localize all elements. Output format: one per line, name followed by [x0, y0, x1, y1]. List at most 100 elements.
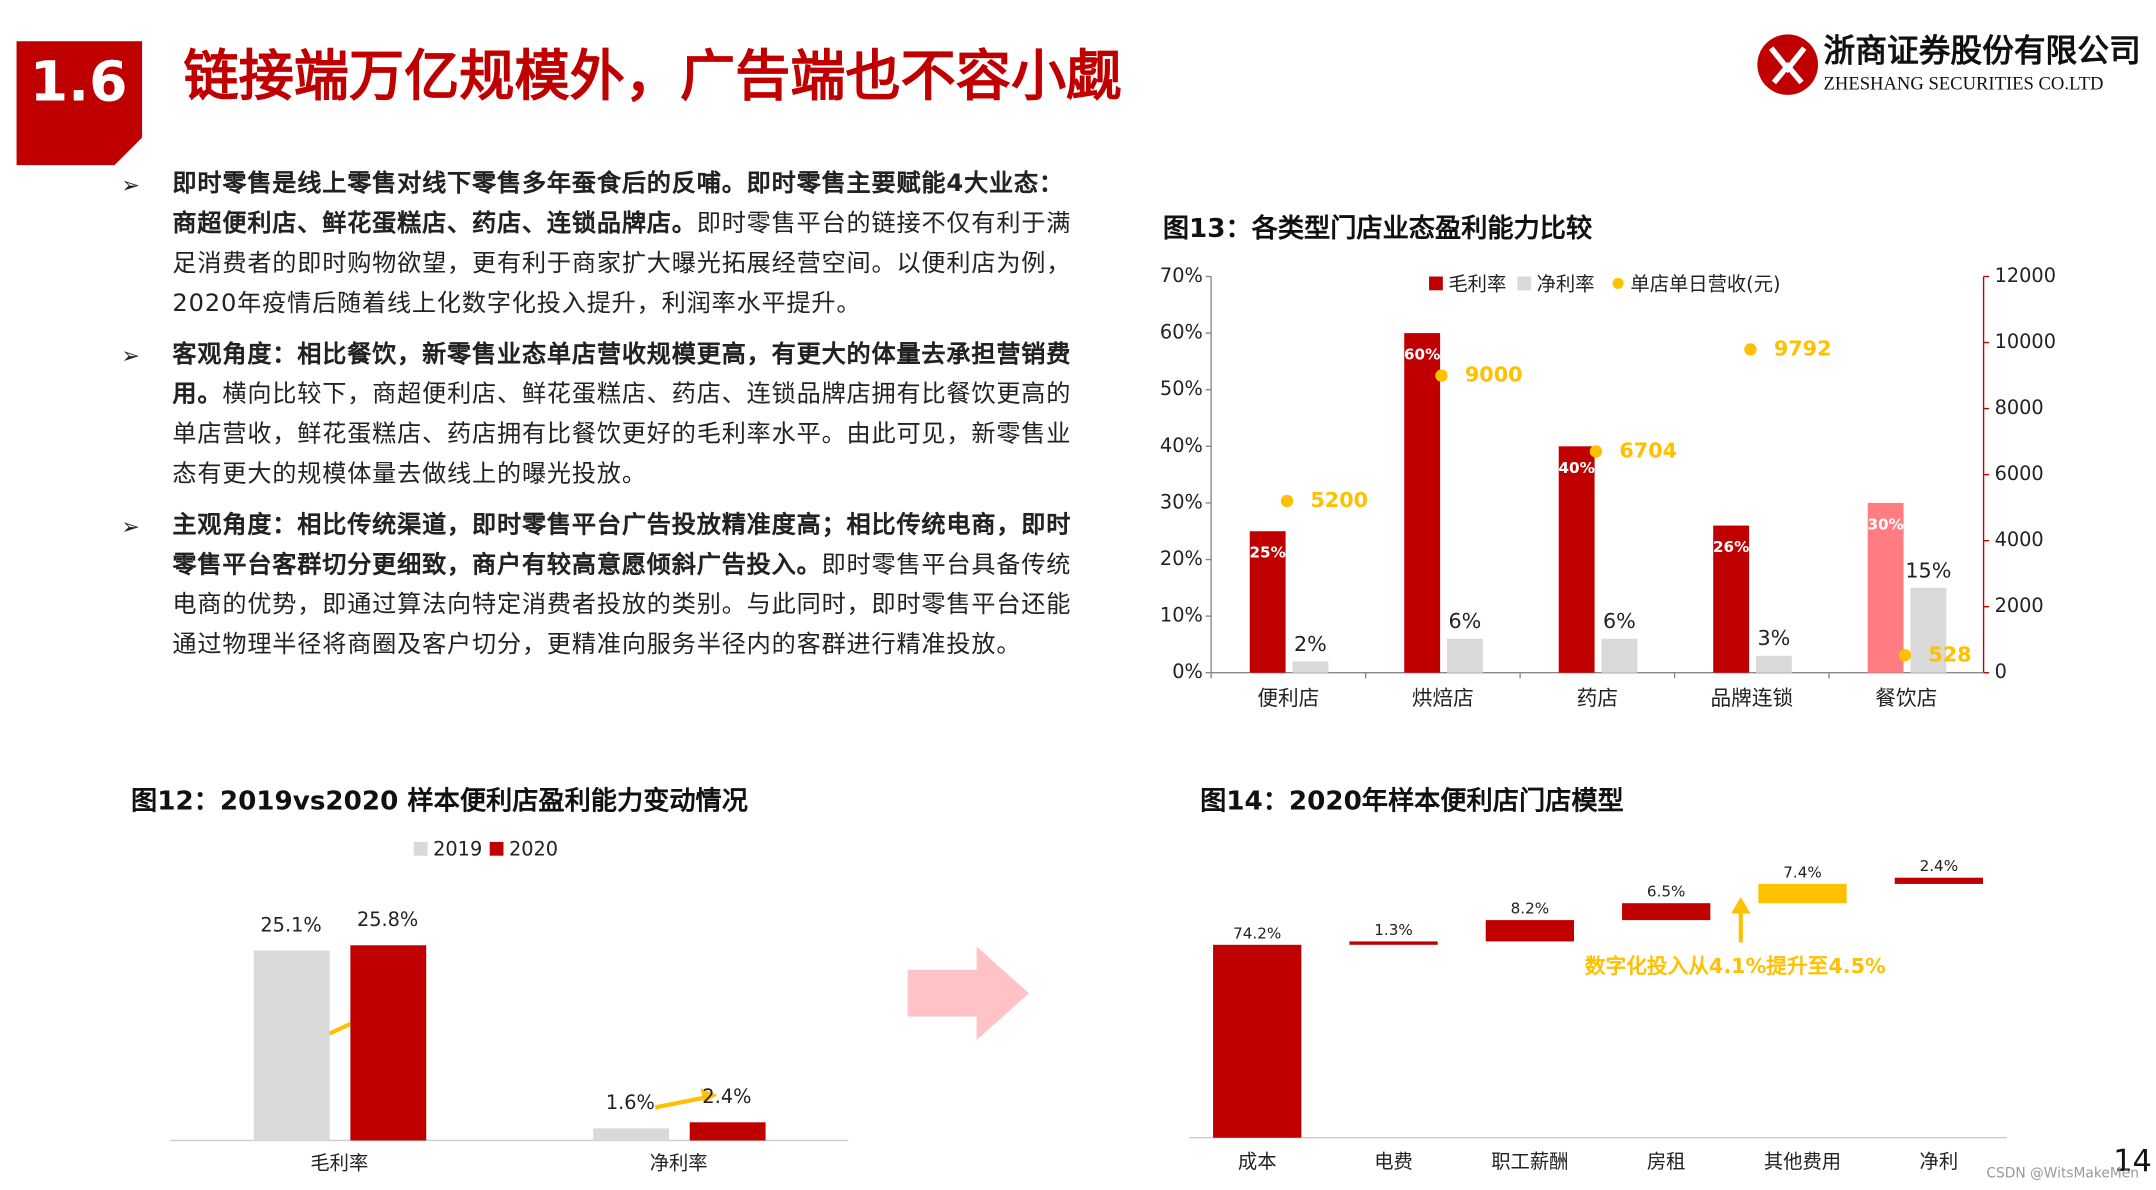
- data-label: 25%: [1250, 544, 1286, 562]
- x-tick-label: 电费: [1374, 1150, 1413, 1173]
- bar: [1755, 655, 1792, 673]
- bar: [1601, 638, 1638, 673]
- legend-marker: [489, 841, 504, 856]
- y2-tick-label: 10000: [1995, 330, 2056, 353]
- x-tick-label: 其他费用: [1764, 1150, 1841, 1173]
- bullet-bold: 即时零售是线上零售对线下零售多年蚕食后的反哺。即时零售主要赋能4大业态：商超便利…: [172, 170, 1064, 238]
- data-label: 2.4%: [1920, 857, 1959, 875]
- data-label: 6%: [1603, 609, 1636, 633]
- legend-label: 毛利率: [1448, 272, 1506, 295]
- bar: [689, 1122, 766, 1141]
- data-label: 2.4%: [702, 1085, 751, 1108]
- bullet-area: 即时零售是线上零售对线下零售多年蚕食后的反哺。即时零售主要赋能4大业态：商超便利…: [121, 165, 1087, 757]
- waterfall-bar: [1894, 877, 1984, 884]
- y-tick-label: 10%: [1160, 604, 1203, 627]
- section-number: 1.6: [30, 49, 128, 113]
- y2-tick-label: 0: [1995, 660, 2007, 683]
- bullet-bold: 主观角度：相比传统渠道，即时零售平台广告投放精准度高；相比传统电商，即时零售平台…: [172, 511, 1072, 580]
- x-tick-label: 房租: [1647, 1150, 1686, 1173]
- data-label: 528: [1928, 642, 1971, 666]
- trend-arrow: [654, 1094, 711, 1110]
- y2-tick-label: 2000: [1995, 594, 2044, 617]
- revenue-dot: [1280, 494, 1294, 508]
- x-tick-label: 便利店: [1257, 686, 1319, 710]
- data-label: 1.3%: [1374, 921, 1413, 939]
- bar: [1404, 333, 1441, 673]
- y-tick-label: 50%: [1160, 377, 1203, 400]
- data-label: 1.6%: [606, 1091, 655, 1114]
- chart-title: 图12：2019vs2020 样本便利店盈利能力变动情况: [131, 786, 748, 817]
- x-tick-label: 净利: [1920, 1150, 1959, 1173]
- y-tick-label: 0%: [1172, 660, 1203, 683]
- legend-label: 净利率: [1537, 272, 1595, 295]
- data-label: 60%: [1404, 346, 1440, 364]
- y2-tick-label: 12000: [1995, 264, 2056, 287]
- section-badge: [16, 41, 143, 166]
- legend-label: 单店单日营收(元): [1630, 272, 1780, 295]
- waterfall-bar: [1758, 883, 1847, 904]
- data-label: 5200: [1310, 488, 1368, 512]
- data-label: 40%: [1559, 459, 1595, 477]
- data-label: 26%: [1713, 538, 1749, 556]
- revenue-dot: [1589, 445, 1603, 458]
- company-name-en: ZHESHANG SECURITIES CO.LTD: [1824, 74, 2104, 95]
- logo-mark: [1768, 46, 1807, 85]
- watermark: CSDN @WitsMakeMen: [1986, 1166, 2139, 1182]
- revenue-dot: [1744, 343, 1757, 356]
- up-arrow-head: [1731, 896, 1751, 914]
- x-tick-label: 职工薪酬: [1491, 1150, 1568, 1173]
- data-label: 74.2%: [1233, 924, 1281, 942]
- x-tick-label: 药店: [1577, 686, 1618, 710]
- legend-marker: [1612, 277, 1624, 289]
- x-tick-label: 品牌连锁: [1710, 686, 1793, 710]
- bar: [1867, 502, 1904, 673]
- bullet-text: 即时零售平台的链接不仅有利于满足消费者的即时购物欲望，更有利于商家扩大曝光拓展经…: [172, 210, 1072, 318]
- bullet-bold: 客观角度：相比餐饮，新零售业态单店营收规模更高，有更大的体量去承担营销费用。: [172, 341, 1072, 409]
- x-tick-label: 餐饮店: [1875, 686, 1937, 710]
- y-tick-label: 70%: [1160, 264, 1203, 287]
- x-tick-label: 成本: [1238, 1150, 1277, 1173]
- waterfall-bar: [1622, 903, 1711, 921]
- x-tick-label: 毛利率: [310, 1151, 368, 1174]
- y2-tick-label: 4000: [1995, 528, 2044, 551]
- bar: [1558, 446, 1595, 673]
- bar: [1713, 525, 1750, 673]
- transition-arrow: [907, 946, 1030, 1041]
- trend-arrow-head: [700, 1088, 718, 1104]
- slide-title: 链接端万亿规模外，广告端也不容小觑: [183, 44, 1121, 108]
- data-label: 6%: [1449, 609, 1482, 633]
- revenue-dot: [1435, 369, 1448, 382]
- bullet: 主观角度：相比传统渠道，即时零售平台广告投放精准度高；相比传统电商，即时零售平台…: [121, 506, 1087, 666]
- bullet: 客观角度：相比餐饮，新零售业态单店营收规模更高，有更大的体量去承担营销费用。横向…: [121, 336, 1087, 496]
- data-label: 9000: [1465, 363, 1523, 387]
- data-label: 8.2%: [1511, 900, 1550, 918]
- bullet-list: 即时零售是线上零售对线下零售多年蚕食后的反哺。即时零售主要赋能4大业态：商超便利…: [121, 165, 1087, 666]
- company-name: 浙商证券股份有限公司: [1824, 33, 2141, 69]
- bar: [593, 1128, 670, 1141]
- y2-tick-label: 8000: [1995, 396, 2044, 419]
- data-label: 25.1%: [260, 913, 321, 936]
- revenue-dot: [1898, 649, 1912, 662]
- chart-title: 图13：各类型门店业态盈利能力比较: [1163, 213, 1593, 244]
- data-label: 7.4%: [1783, 863, 1822, 881]
- data-label: 30%: [1867, 515, 1903, 533]
- legend-marker: [413, 841, 428, 856]
- bar: [1292, 661, 1329, 673]
- y-tick-label: 20%: [1160, 547, 1203, 570]
- data-label: 3%: [1757, 626, 1790, 650]
- data-label: 6704: [1619, 438, 1677, 462]
- waterfall-bar: [1485, 920, 1575, 942]
- bar: [253, 950, 330, 1141]
- legend-label: 2019: [433, 838, 482, 861]
- bar: [350, 945, 427, 1141]
- x-tick-label: 烘焙店: [1412, 686, 1474, 710]
- bar: [1910, 587, 1947, 673]
- page-number: 14: [2113, 1144, 2152, 1179]
- waterfall-bar: [1349, 941, 1438, 945]
- data-label: 9792: [1774, 336, 1832, 360]
- data-label: 2%: [1294, 632, 1327, 656]
- data-label: 6.5%: [1647, 883, 1686, 901]
- x-tick-label: 净利率: [650, 1151, 708, 1174]
- y-tick-label: 30%: [1160, 490, 1203, 513]
